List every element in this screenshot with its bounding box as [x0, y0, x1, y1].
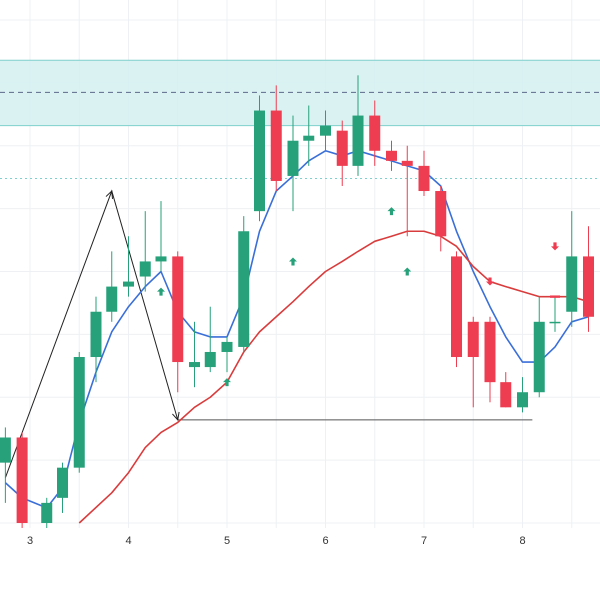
- candle-body: [451, 256, 463, 358]
- pattern-drawing: [4, 189, 180, 478]
- x-tick-label: 6: [322, 535, 328, 547]
- candle-bullish: [352, 75, 364, 176]
- candle-bullish: [0, 427, 11, 503]
- candle-body: [401, 160, 413, 166]
- candle-bearish: [582, 226, 594, 332]
- x-tick-label: 4: [125, 535, 131, 547]
- candle-body: [287, 140, 299, 176]
- candle-bullish: [106, 251, 118, 322]
- x-tick-label: 8: [519, 535, 525, 547]
- candle-bullish: [41, 497, 53, 528]
- candle-body: [320, 125, 331, 136]
- candle-body: [467, 321, 479, 358]
- candle-bearish: [484, 316, 496, 403]
- candle-bullish: [254, 95, 266, 222]
- candle-bullish: [57, 462, 69, 513]
- candle-body: [73, 357, 85, 468]
- candle-body: [123, 281, 134, 287]
- candle-body: [303, 135, 315, 141]
- candle-bearish: [435, 185, 447, 252]
- candle-bullish: [533, 296, 545, 398]
- candle-bullish: [221, 336, 233, 373]
- candle-body: [270, 110, 282, 181]
- candle-body: [435, 191, 447, 237]
- candle-bullish: [188, 321, 200, 388]
- candle-bullish: [287, 115, 299, 212]
- candle-bullish: [303, 105, 315, 166]
- resistance-zone: [0, 59, 600, 127]
- candle-body: [500, 382, 512, 408]
- candle-bearish: [336, 120, 348, 186]
- candle-bearish: [418, 150, 430, 197]
- buy-arrow-marker: [387, 207, 396, 216]
- moving-average-fast-line: [4, 149, 589, 509]
- candle-body: [352, 115, 364, 166]
- sell-arrow-marker: [551, 242, 560, 251]
- candle-body: [549, 321, 561, 324]
- buy-arrow-marker: [288, 257, 297, 266]
- candle-body: [385, 150, 397, 161]
- x-tick-label: 7: [421, 535, 427, 547]
- candle-bullish: [204, 306, 216, 373]
- candle-bullish: [320, 110, 331, 151]
- candle-body: [254, 110, 266, 212]
- candle-body: [517, 392, 528, 408]
- candle-body: [418, 165, 430, 192]
- candle-bearish: [270, 85, 282, 192]
- candle-body: [57, 467, 69, 498]
- candle-bearish: [467, 316, 479, 408]
- candle-body: [221, 341, 233, 352]
- candle-bullish: [517, 377, 528, 413]
- pattern-arrowhead: [105, 189, 114, 200]
- sell-arrow-marker: [485, 277, 494, 286]
- candle-bearish: [500, 372, 512, 408]
- candles: [0, 75, 594, 528]
- candle-bearish: [401, 145, 413, 237]
- candle-bullish: [73, 351, 85, 473]
- candle-body: [139, 261, 151, 277]
- candle-body: [336, 130, 348, 166]
- candle-body: [369, 115, 381, 151]
- candle-bullish: [139, 211, 151, 292]
- zone-band: [0, 60, 600, 126]
- candle-bearish: [451, 251, 463, 368]
- candle-body: [155, 256, 167, 262]
- candle-body: [172, 256, 184, 363]
- pattern-arrowhead: [172, 411, 180, 421]
- candle-bearish: [385, 140, 397, 171]
- candle-body: [484, 321, 496, 383]
- candle-body: [41, 502, 53, 523]
- candle-bullish: [90, 296, 102, 383]
- exit-dash-marker: [550, 295, 561, 298]
- candle-body: [90, 311, 102, 358]
- buy-arrow-marker: [157, 287, 166, 296]
- candle-bearish: [16, 432, 28, 528]
- x-tick-label: 5: [224, 535, 230, 547]
- candle-body: [566, 256, 578, 312]
- candle-body: [204, 351, 216, 368]
- x-tick-label: 3: [27, 535, 33, 547]
- candle-body: [16, 437, 28, 523]
- x-axis: 345678910: [27, 535, 526, 547]
- candle-body: [582, 256, 594, 317]
- candle-bullish: [238, 216, 250, 352]
- candle-bullish: [155, 201, 167, 272]
- signal-markers: [157, 207, 561, 387]
- moving-averages: [4, 149, 589, 524]
- price-levels: [0, 91, 600, 421]
- moving-average-slow-line: [78, 230, 589, 524]
- candle-bullish: [566, 211, 578, 327]
- candle-bullish: [549, 296, 561, 332]
- candle-body: [533, 321, 545, 393]
- candle-bullish: [123, 236, 134, 297]
- candle-bearish: [172, 251, 184, 393]
- candle-body: [0, 437, 11, 463]
- candle-body: [238, 231, 250, 347]
- buy-arrow-marker: [223, 378, 231, 387]
- buy-arrow-marker: [403, 267, 412, 276]
- candle-body: [188, 362, 200, 368]
- candle-body: [106, 286, 118, 312]
- candle-bearish: [369, 100, 381, 166]
